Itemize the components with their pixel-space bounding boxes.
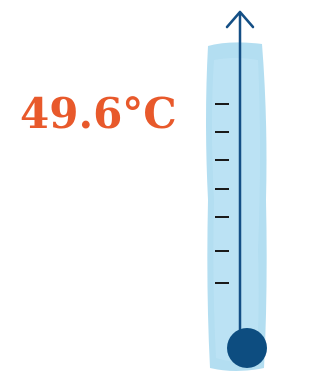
temperature-reading: 49.6°C: [20, 89, 177, 138]
page: 49.6°C (() => { const data = JSON.parse(…: [0, 0, 271, 387]
thermometer-bulb: [227, 328, 267, 368]
thermometer-widget: 49.6°C: [0, 0, 271, 387]
